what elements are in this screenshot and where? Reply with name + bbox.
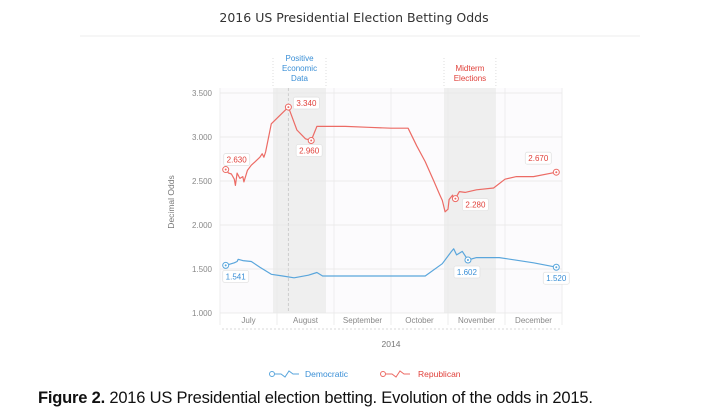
data-label-text: 2.630 [227, 156, 248, 165]
data-label-box [223, 153, 251, 166]
y-tick-label: 2.000 [192, 221, 213, 230]
x-tick-label: August [293, 316, 319, 325]
band-annotation-line: Data [291, 74, 308, 83]
data-label-box [542, 271, 570, 285]
x-tick-label: July [241, 316, 255, 325]
data-label-text: 2.960 [299, 147, 320, 156]
data-point-marker-dot [287, 106, 290, 109]
data-point-marker-dot [555, 266, 558, 269]
chart: 2016 US Presidential Election Betting Od… [80, 10, 640, 379]
legend-item-democratic[interactable]: Democratic [269, 369, 349, 379]
series-line-republican [225, 106, 557, 213]
y-tick-label: 1.000 [192, 309, 213, 318]
data-label: 2.280 [462, 198, 489, 212]
y-axis-label: Decimal Odds [166, 175, 176, 228]
data-label-text: 1.541 [226, 272, 247, 281]
data-label-text: 3.340 [296, 99, 317, 108]
data-label: 2.670 [524, 151, 552, 165]
figure-caption-label: Figure 2. [38, 389, 105, 407]
data-label: 2.630 [223, 153, 251, 166]
x-tick-label: December [515, 316, 552, 325]
x-axis-ticks: July August September October November Decemb… [241, 316, 552, 325]
data-label: 3.340 [292, 96, 320, 110]
gridlines [219, 88, 563, 325]
data-label-text: 1.520 [546, 274, 567, 283]
data-point-marker-dot [555, 171, 558, 174]
data-label-box [295, 144, 323, 157]
legend-marker-republican [380, 371, 386, 377]
y-tick-label: 3.500 [192, 89, 213, 98]
y-tick-label: 2.500 [192, 177, 213, 186]
data-point-marker-dot [224, 264, 227, 267]
legend-item-republican[interactable]: Republican [380, 369, 461, 379]
y-tick-label: 1.500 [192, 265, 213, 274]
x-tick-label: November [458, 316, 495, 325]
band-annotation-line: Midterm [455, 64, 484, 73]
band-annotation-line: Elections [454, 74, 486, 83]
data-label-box [222, 269, 250, 283]
data-point-marker-dot [454, 197, 457, 200]
data-label: 1.602 [453, 265, 481, 279]
data-label: 1.520 [542, 271, 570, 285]
data-point-marker-dot [310, 139, 313, 142]
legend-label-democratic: Democratic [305, 369, 349, 379]
data-label-box [453, 265, 481, 279]
data-label-text: 2.670 [528, 154, 549, 163]
data-label: 2.960 [295, 144, 323, 157]
figure-caption-text: 2016 US Presidential election betting. E… [104, 389, 593, 407]
data-label-box [292, 96, 320, 110]
y-tick-label: 3.000 [192, 133, 213, 142]
legend-line-republican [386, 370, 410, 378]
y-axis-ticks: 3.500 3.000 2.500 2.000 1.500 1.000 [192, 89, 213, 318]
data-label-box [524, 151, 552, 165]
data-labels: 2.630 3.340 2.960 2.280 2.670 1.541 1.602 1.520 [222, 96, 570, 285]
data-label-box [462, 198, 489, 212]
legend-line-democratic [275, 370, 299, 378]
legend: Democratic Republican [269, 369, 461, 379]
data-point-marker-dot [224, 168, 227, 171]
data-point-marker-dot [466, 259, 469, 262]
event-band-economic-data [273, 88, 327, 313]
data-label: 1.541 [222, 269, 250, 283]
data-label-text: 2.280 [465, 201, 486, 210]
legend-label-republican: Republican [418, 369, 461, 379]
band-annotation-line: Positive [286, 54, 315, 63]
chart-title: 2016 US Presidential Election Betting Od… [219, 10, 488, 25]
x-axis-label: 2014 [382, 339, 401, 349]
data-label-text: 1.602 [457, 268, 478, 277]
x-tick-label: September [343, 316, 382, 325]
band-annotation-line: Economic [282, 64, 317, 73]
x-tick-label: October [405, 316, 434, 325]
legend-marker-democratic [269, 371, 275, 377]
figure-caption: Figure 2. 2016 US Presidential election … [38, 389, 593, 408]
